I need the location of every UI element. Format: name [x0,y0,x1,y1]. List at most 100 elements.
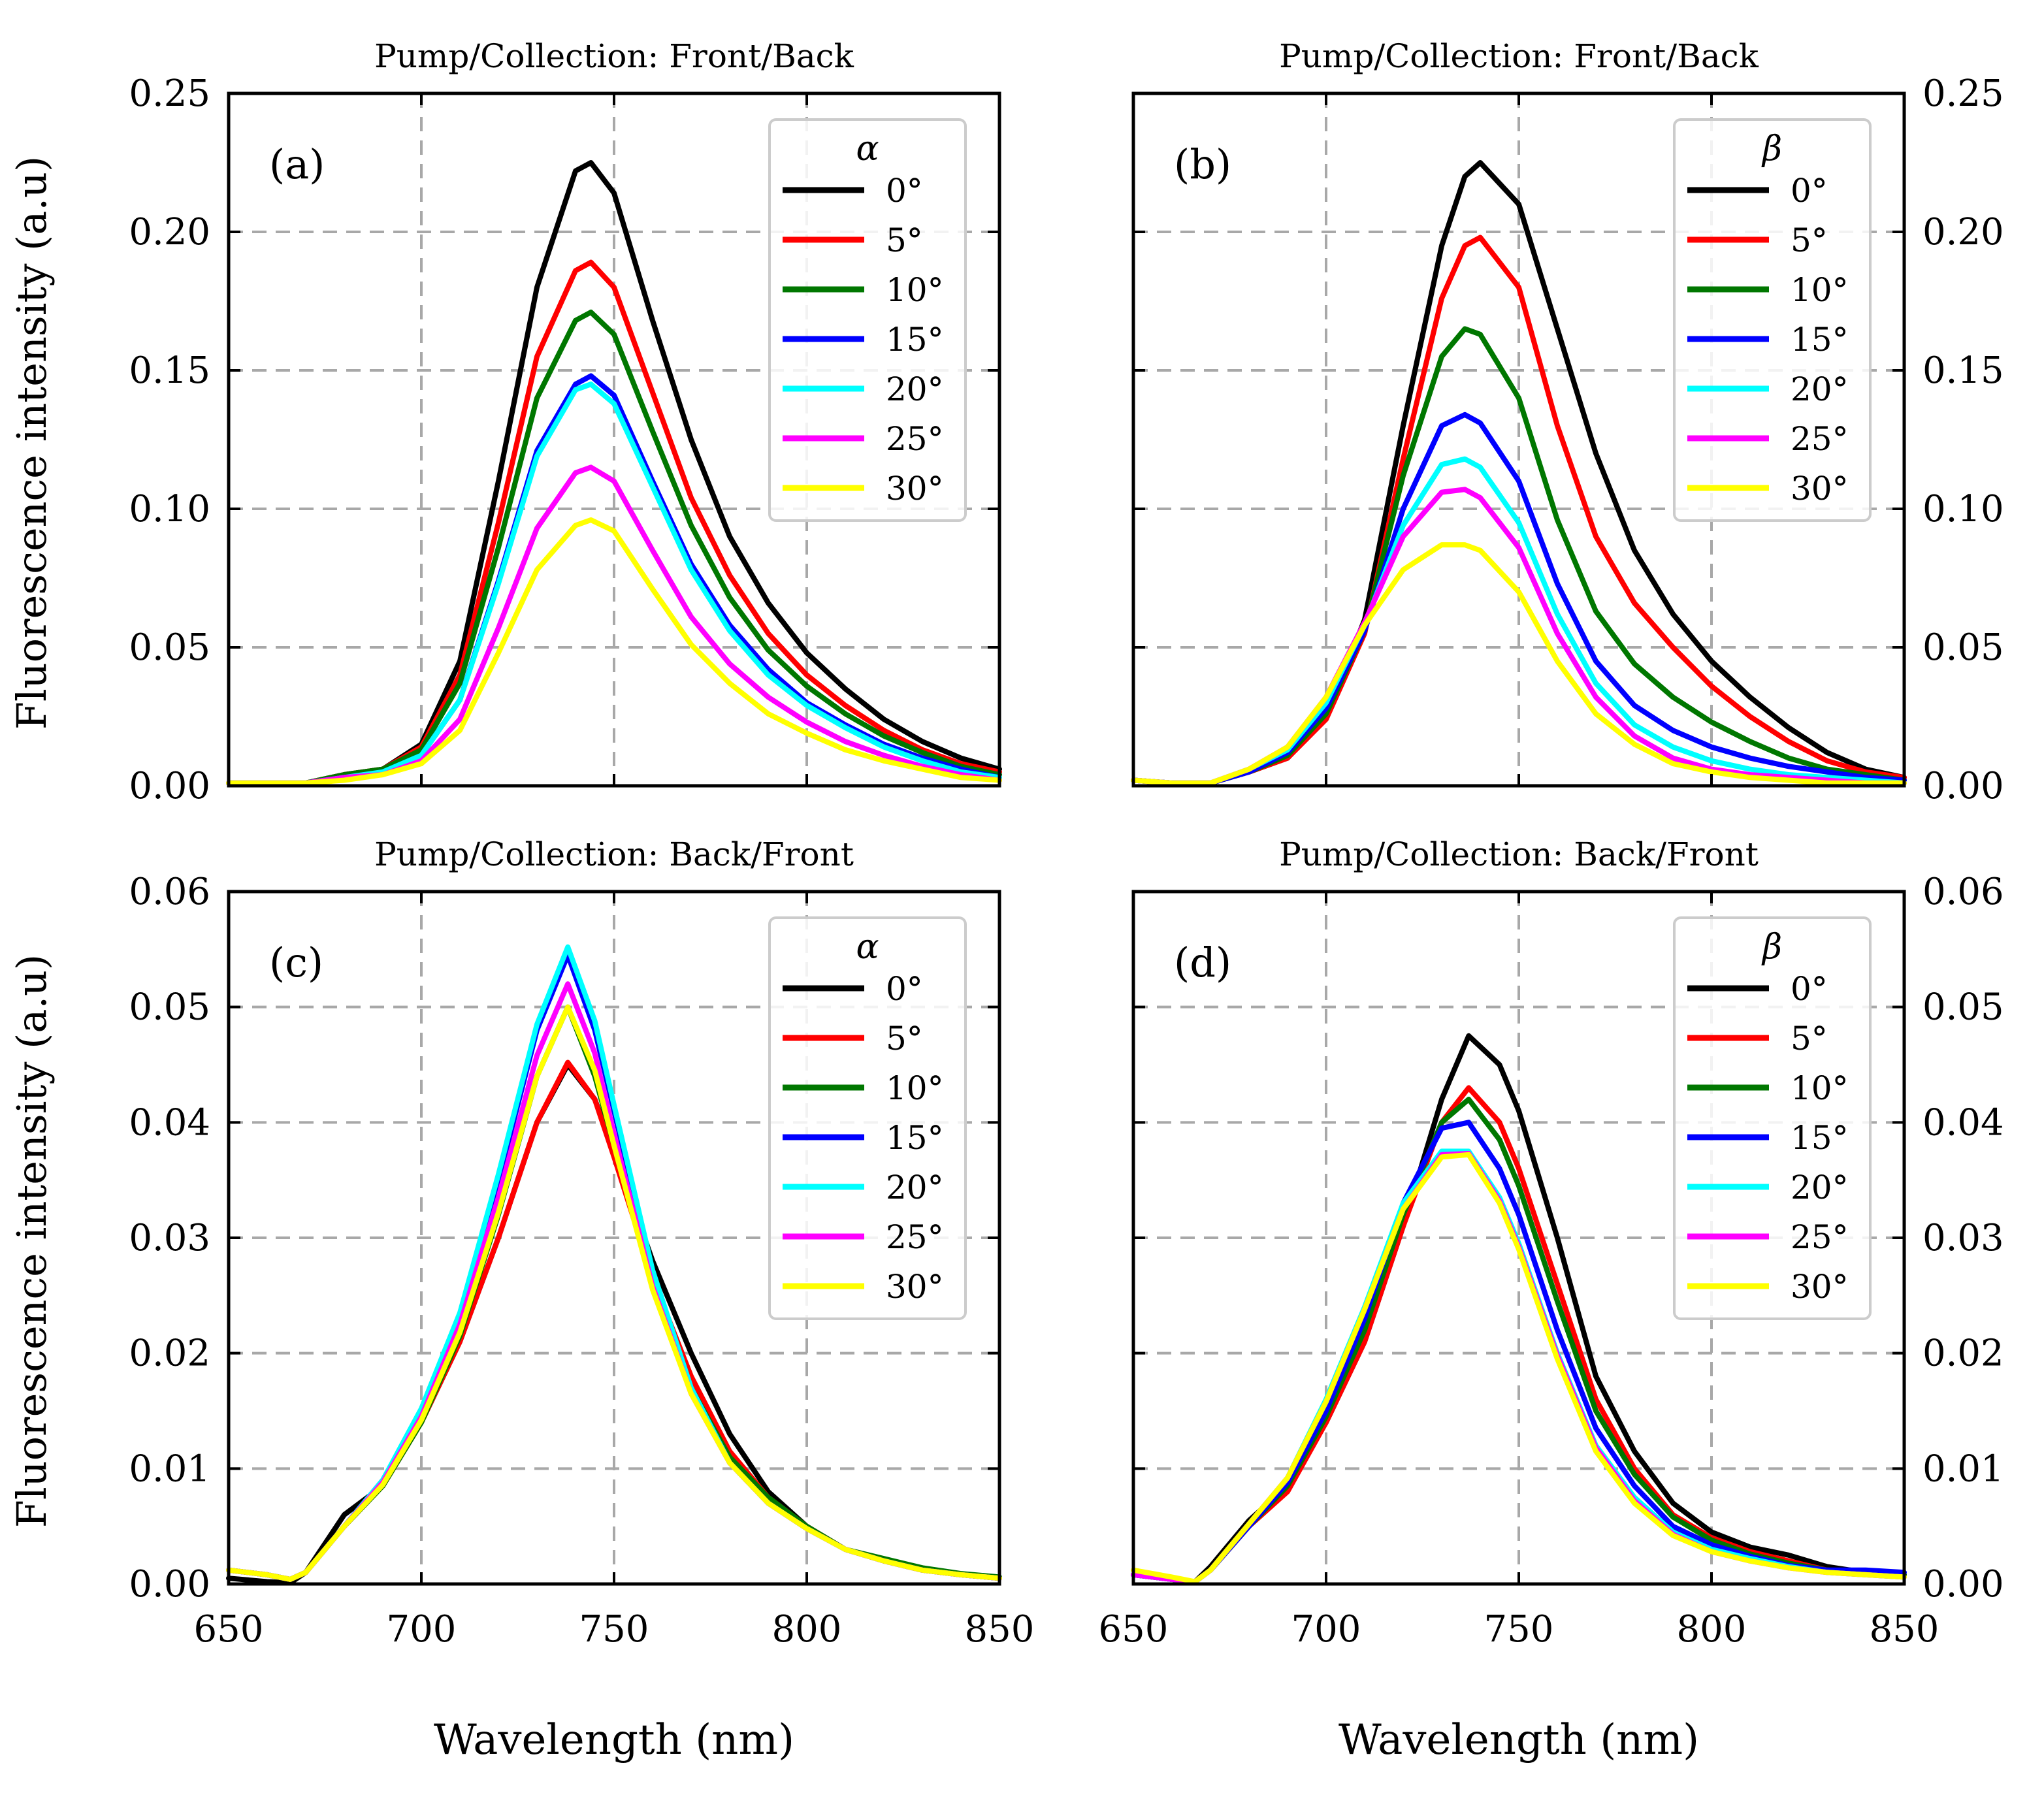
legend-entry-label: 0° [886,970,923,1008]
legend-entry-label: 20° [886,370,944,408]
y-tick-label: 0.25 [1922,73,2004,115]
legend-entry-label: 25° [1791,1218,1849,1256]
legend-entry-label: 25° [1791,420,1849,458]
y-tick-label: 0.15 [1922,349,2004,392]
y-tick-label: 0.06 [129,871,210,913]
legend-title: α [856,928,879,967]
legend-entry-label: 5° [1791,221,1828,259]
legend-box [1673,118,1872,522]
y-tick-label: 0.25 [129,73,210,115]
x-tick-label: 750 [579,1608,649,1651]
series-group [226,944,1002,1586]
y-tick-label: 0.00 [1922,1563,2004,1606]
panel-title: Pump/Collection: Back/Front [374,835,854,873]
legend-entry-label: 0° [886,172,923,210]
panel-title: Pump/Collection: Front/Back [1279,37,1759,75]
series-line-30deg [1131,542,1907,786]
legend: β0° 5° 10° 15° 20° 25° 30° [1673,916,1872,1320]
y-tick-label: 0.10 [1922,488,2004,530]
x-tick-label: 700 [387,1608,457,1651]
legend-title: β [1761,928,1782,967]
legend: α0° 5° 10° 15° 20° 25° 30° [768,916,967,1320]
x-tick-label: 750 [1484,1608,1554,1651]
legend-entry-label: 20° [1791,370,1849,408]
x-tick-label: 700 [1291,1608,1361,1651]
y-tick-label: 0.20 [1922,211,2004,253]
x-tick-label: 850 [965,1608,1035,1651]
y-tick-label: 0.00 [129,765,210,807]
x-tick-label: 650 [1099,1608,1169,1651]
x-tick-label: 850 [1870,1608,1939,1651]
y-tick-label: 0.01 [129,1447,210,1490]
legend-entry-label: 30° [886,470,944,508]
panel-b: 0.00 0.05 0.10 0.15 0.20 0.25 Pump/Collection:… [1131,37,2004,807]
legend-entry-label: 5° [886,221,923,259]
legend-entry-label: 30° [886,1268,944,1306]
y-tick-label: 0.05 [1922,626,2004,669]
panel-label: (d) [1174,939,1231,986]
legend-entry-label: 15° [886,321,944,359]
x-tick-label: 650 [194,1608,264,1651]
y-tick-label: 0.00 [1922,765,2004,807]
y-tick-label: 0.03 [129,1217,210,1259]
x-tick-label: 800 [1677,1608,1747,1651]
legend: β0° 5° 10° 15° 20° 25° 30° [1673,118,1872,522]
y-axis-label-bottom: Fluorescence intensity (a.u) [8,954,56,1528]
legend-entry-label: 10° [1791,271,1849,309]
legend-box [768,118,967,522]
legend-entry-label: 15° [1791,1119,1849,1157]
y-tick-label: 0.04 [129,1101,210,1144]
series-line-30deg [226,1004,1002,1582]
legend-entry-label: 0° [1791,970,1828,1008]
x-axis-label-left: Wavelength (nm) [434,1716,794,1764]
legend-entry-label: 10° [886,271,944,309]
legend-entry-label: 30° [1791,470,1849,508]
series-line-10deg [226,310,1002,786]
y-tick-label: 0.04 [1922,1101,2004,1144]
panel-c: 650 700 750 800 850 0.00 0.01 0.02 0.03 0.04 0.05 0… [129,835,1034,1651]
y-tick-label: 0.10 [129,488,210,530]
legend-entry-label: 20° [1791,1169,1849,1206]
series-group [1131,160,1907,786]
y-tick-label: 0.20 [129,211,210,253]
legend-title: β [1761,129,1782,169]
y-tick-label: 0.05 [129,626,210,669]
legend-entry-label: 10° [1791,1069,1849,1107]
legend-box [768,916,967,1320]
series-group [226,160,1002,786]
panel-title: Pump/Collection: Back/Front [1279,835,1759,873]
y-axis-label-top: Fluorescence intensity (a.u) [8,156,56,730]
legend-entry-label: 5° [1791,1020,1828,1058]
panel-label: (a) [269,140,325,188]
y-tick-label: 0.06 [1922,871,2004,913]
legend-entry-label: 15° [886,1119,944,1157]
series-line-30deg [1131,1152,1907,1585]
x-tick-label: 800 [772,1608,842,1651]
legend-title: α [856,129,879,169]
y-tick-label: 0.05 [1922,986,2004,1029]
y-tick-label: 0.15 [129,349,210,392]
legend-entry-label: 25° [886,1218,944,1256]
series-group [1131,1033,1907,1585]
panel-title: Pump/Collection: Front/Back [374,37,854,75]
series-line-30deg [226,517,1002,786]
legend-entry-label: 0° [1791,172,1828,210]
panel-a: 0.00 0.05 0.10 0.15 0.20 0.25 Pump/Collection:… [129,37,1002,807]
legend-entry-label: 5° [886,1020,923,1058]
y-tick-label: 0.03 [1922,1217,2004,1259]
legend: α0° 5° 10° 15° 20° 25° 30° [768,118,967,522]
y-tick-label: 0.02 [129,1333,210,1375]
y-tick-label: 0.00 [129,1563,210,1606]
x-axis-label-right: Wavelength (nm) [1338,1716,1699,1764]
legend-entry-label: 10° [886,1069,944,1107]
y-tick-label: 0.05 [129,986,210,1029]
legend-entry-label: 25° [886,420,944,458]
panels: 0.00 0.05 0.10 0.15 0.20 0.25 Pump/Collection:… [129,37,2003,1651]
legend-entry-label: 30° [1791,1268,1849,1306]
panel-label: (c) [269,939,323,986]
legend-entry-label: 15° [1791,321,1849,359]
legend-box [1673,916,1872,1320]
y-tick-label: 0.01 [1922,1447,2004,1490]
